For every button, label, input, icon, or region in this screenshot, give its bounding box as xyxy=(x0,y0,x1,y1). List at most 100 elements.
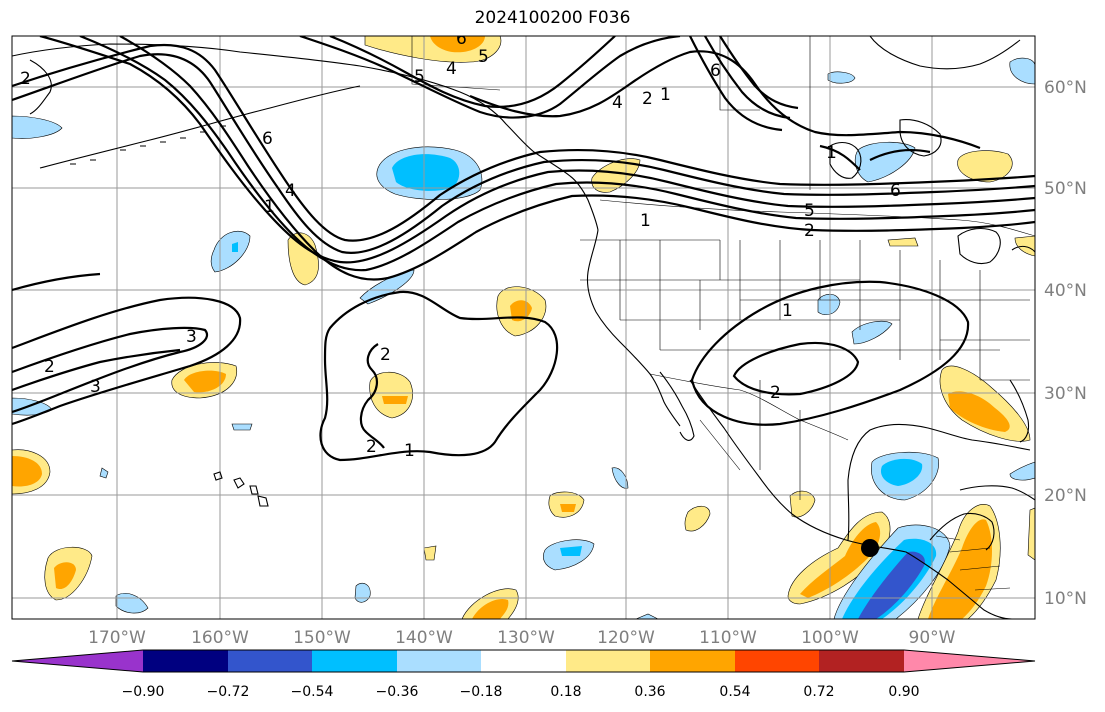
lon-tick-label: 160°W xyxy=(191,628,249,648)
contour-label: 2 xyxy=(20,69,31,89)
positive-anomaly-region xyxy=(928,519,992,619)
contour-label: 2 xyxy=(366,437,377,457)
colorbar-segment xyxy=(904,650,1035,672)
negative-anomaly-region xyxy=(99,467,109,479)
lon-tick-label: 150°W xyxy=(293,628,351,648)
positive-anomaly-region xyxy=(369,371,413,419)
contour-label: 3 xyxy=(90,377,101,397)
political-borders xyxy=(411,36,1035,591)
colorbar-tick-label: 0.18 xyxy=(550,684,581,700)
lat-tick-label: 40°N xyxy=(1044,281,1087,301)
contour-label: 5 xyxy=(804,201,815,221)
negative-anomaly-region xyxy=(851,320,893,345)
latitude-axis: 60°N 50°N 40°N 30°N 20°N 10°N xyxy=(1044,78,1087,609)
contour-label: 2 xyxy=(770,383,781,403)
colorbar-segment xyxy=(397,650,481,672)
storm-center-dot xyxy=(861,539,879,557)
lat-tick-label: 60°N xyxy=(1044,78,1087,98)
contour-label: 6 xyxy=(456,29,467,49)
colorbar-segment xyxy=(566,650,650,672)
lon-tick-label: 130°W xyxy=(497,628,555,648)
negative-anomaly-region xyxy=(1009,57,1035,85)
colorbar-segment xyxy=(819,650,904,672)
map-panel: 2 6 4 1 5 4 5 6 4 2 1 6 1 6 5 2 1 3 2 3 … xyxy=(12,29,1035,619)
colorbar-segment xyxy=(228,650,312,672)
contour-label: 1 xyxy=(264,197,275,217)
map-title: 2024100200 F036 xyxy=(474,8,631,28)
positive-anomaly-region xyxy=(684,505,711,532)
contour-label: 2 xyxy=(642,89,653,109)
colorbar: −0.90 −0.72 −0.54 −0.36 −0.18 0.18 0.36 … xyxy=(11,649,1036,700)
negative-anomaly-region xyxy=(210,230,251,273)
contour-label: 1 xyxy=(404,441,415,461)
positive-anomaly-region xyxy=(423,545,437,561)
graticule xyxy=(12,36,1035,619)
positive-anomaly-region xyxy=(382,396,408,404)
negative-anomaly-region xyxy=(827,71,856,84)
positive-anomaly-region xyxy=(12,456,42,487)
negative-anomaly-region xyxy=(232,242,238,252)
map-frame xyxy=(11,35,1036,620)
negative-anomaly-region xyxy=(359,269,415,305)
colorbar-tick-label: 0.54 xyxy=(719,684,750,700)
positive-anomaly-region xyxy=(560,504,576,512)
negative-anomaly-region xyxy=(858,551,925,619)
longitude-axis: 170°W 160°W 150°W 140°W 130°W 120°W 110°… xyxy=(88,628,956,648)
contour-label: 6 xyxy=(262,129,273,149)
colorbar-segment xyxy=(312,650,397,672)
colorbar-tick-label: −0.36 xyxy=(376,684,419,700)
negative-anomaly-region xyxy=(635,613,659,619)
lon-tick-label: 170°W xyxy=(88,628,146,648)
colorbar-segment xyxy=(650,650,735,672)
contour-label: 4 xyxy=(446,59,457,79)
contour-labels: 2 6 4 1 5 4 5 6 4 2 1 6 1 6 5 2 1 3 2 3 … xyxy=(20,29,901,461)
colorbar-tick-label: −0.54 xyxy=(291,684,334,700)
positive-anomaly-region xyxy=(1027,507,1035,561)
contour-label: 1 xyxy=(782,301,793,321)
contour-label: 1 xyxy=(826,143,837,163)
lon-tick-label: 140°W xyxy=(395,628,453,648)
positive-anomaly-region xyxy=(948,391,1010,432)
negative-anomaly-region xyxy=(392,154,460,191)
lon-tick-label: 120°W xyxy=(597,628,655,648)
negative-anomaly-region xyxy=(880,458,923,486)
negative-anomaly-region xyxy=(231,423,253,431)
colorbar-segment xyxy=(143,650,228,672)
lon-tick-label: 90°W xyxy=(909,628,956,648)
positive-anomaly-region xyxy=(184,370,226,393)
contour-label: 1 xyxy=(640,211,651,231)
contour-label: 6 xyxy=(710,61,721,81)
contour-label: 3 xyxy=(186,327,197,347)
contour-label: 6 xyxy=(890,181,901,201)
colorbar-segment xyxy=(12,650,143,672)
colorbar-segment xyxy=(481,650,566,672)
contour-label: 4 xyxy=(612,93,623,113)
negative-anomaly-region xyxy=(12,115,63,139)
positive-anomaly-region xyxy=(54,562,76,590)
lat-tick-label: 20°N xyxy=(1044,486,1087,506)
negative-anomaly-region xyxy=(354,583,371,603)
contour-label: 5 xyxy=(478,47,489,67)
positive-anomaly-region xyxy=(430,36,485,53)
contour-lines xyxy=(12,36,1035,462)
contour-label: 4 xyxy=(285,181,296,201)
contour-label: 5 xyxy=(414,67,425,87)
positive-anomaly-region xyxy=(887,237,919,247)
lon-tick-label: 100°W xyxy=(801,628,859,648)
contour-label: 1 xyxy=(660,85,671,105)
positive-anomaly-region xyxy=(957,150,1013,183)
lon-tick-label: 110°W xyxy=(699,628,757,648)
contour-label: 2 xyxy=(44,357,55,377)
negative-anomaly-region xyxy=(817,293,841,315)
shaded-field xyxy=(12,36,1035,619)
negative-anomaly-region xyxy=(611,467,629,489)
positive-anomaly-region xyxy=(472,598,509,619)
negative-anomaly-region xyxy=(560,546,582,556)
contour-label: 2 xyxy=(804,221,815,241)
contour-label: 2 xyxy=(380,345,391,365)
colorbar-tick-label: −0.90 xyxy=(122,684,165,700)
positive-anomaly-region xyxy=(800,522,881,598)
colorbar-tick-label: −0.72 xyxy=(207,684,250,700)
negative-anomaly-region xyxy=(1009,461,1035,481)
